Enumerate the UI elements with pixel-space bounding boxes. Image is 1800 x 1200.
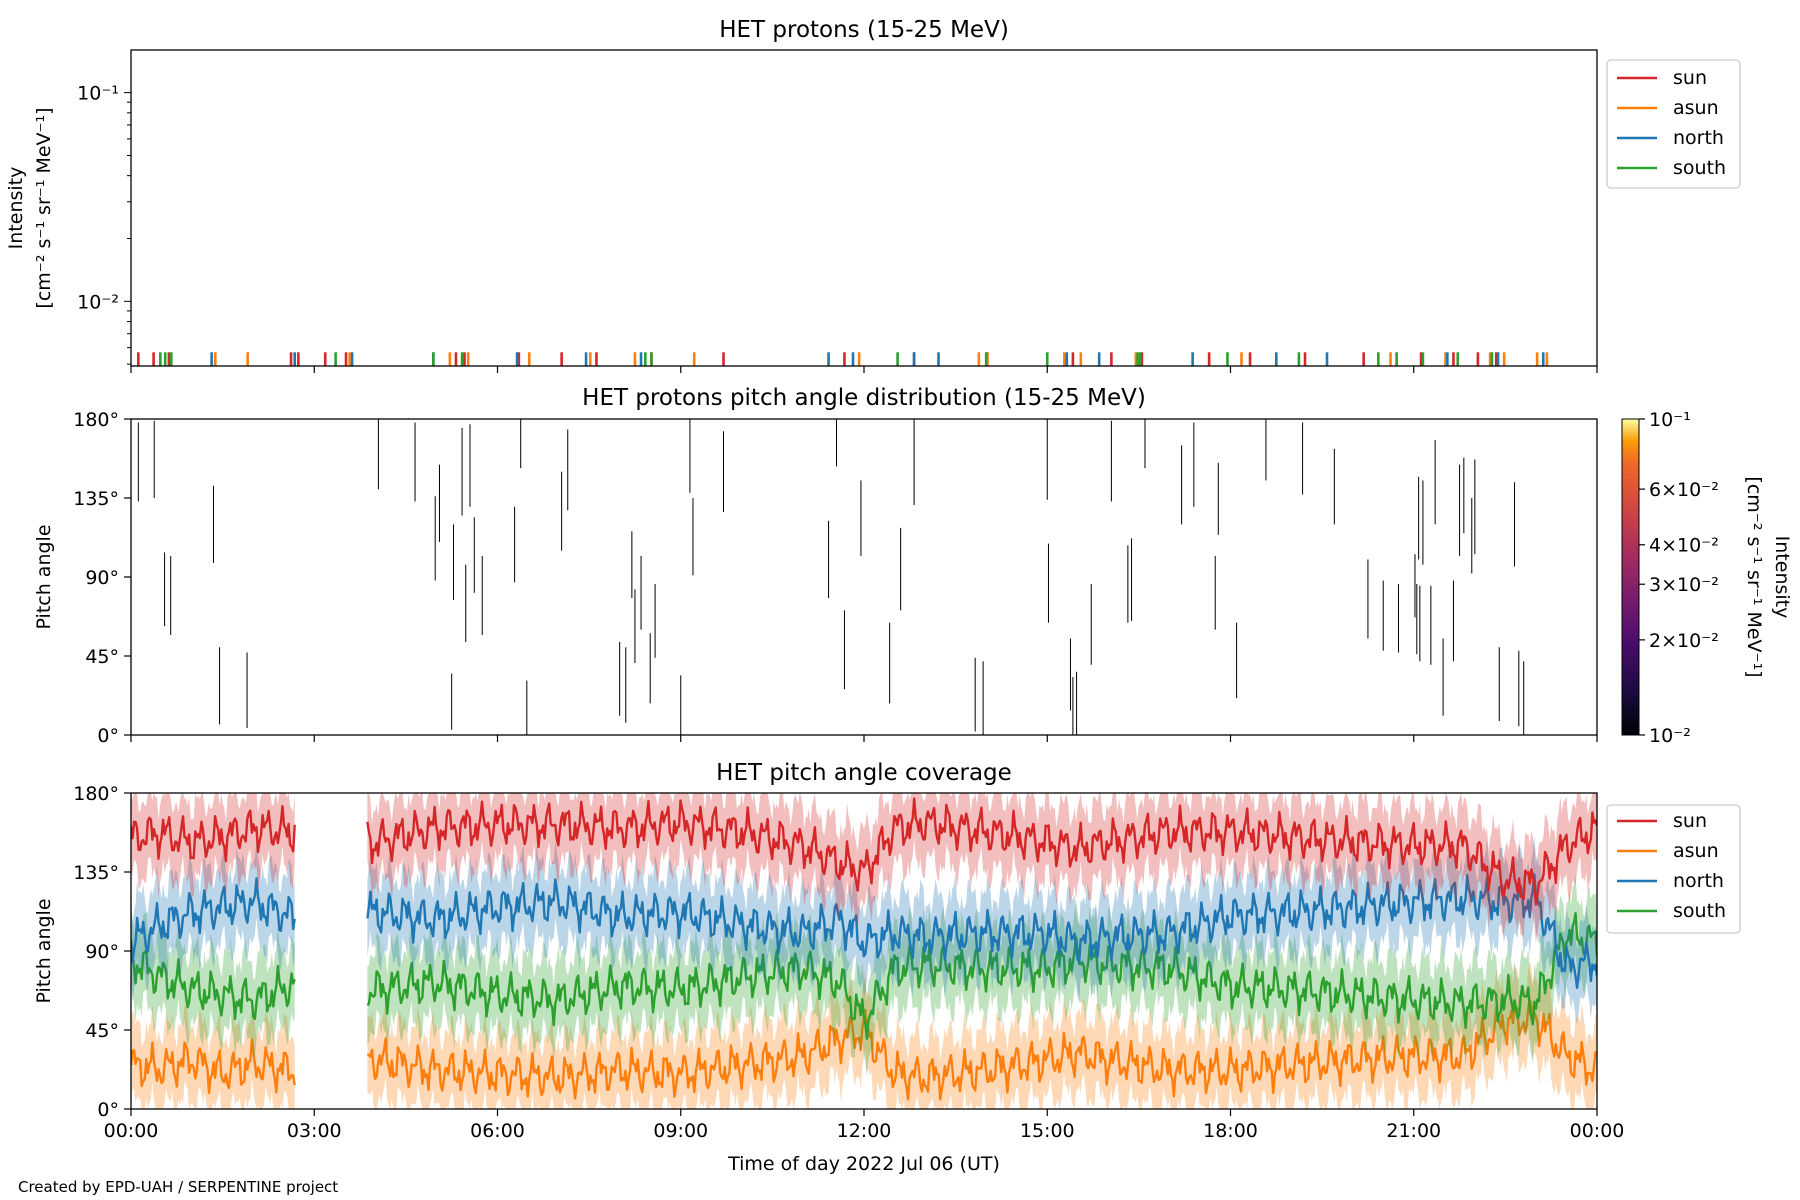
panel2-xaxis — [130, 735, 1598, 742]
y-tick-label: 0° — [97, 725, 119, 747]
x-axis-label: Time of day 2022 Jul 06 (UT) — [727, 1153, 1000, 1175]
y-tick-label: 90° — [85, 567, 119, 589]
coverage-line-sun — [366, 797, 1597, 906]
x-tick-label: 00:00 — [1570, 1120, 1625, 1142]
panel2-ylabel: Pitch angle — [33, 524, 55, 629]
legend-label-asun: asun — [1673, 840, 1719, 862]
coverage-band-asun — [131, 1001, 295, 1109]
y-tick-label: 45° — [85, 646, 119, 668]
panel1-yaxis: 10⁻¹ 10⁻² — [77, 83, 131, 365]
colorbar-gradient — [1621, 418, 1640, 736]
panel1-data — [137, 352, 1549, 366]
x-tick-label: 12:00 — [837, 1120, 892, 1142]
legend-label-north: north — [1673, 870, 1724, 892]
panel2-yaxis: 0° 45° 90° 135° 180° — [73, 409, 131, 747]
colorbar-tick-label: 2×10⁻² — [1649, 630, 1719, 652]
panel2-frame — [130, 418, 1598, 736]
legend-label-south: south — [1673, 900, 1726, 922]
panel3-frame — [130, 792, 1598, 1110]
y-tick-label: 10⁻¹ — [77, 83, 119, 105]
x-tick-label: 03:00 — [287, 1120, 342, 1142]
colorbar-tick-label: 4×10⁻² — [1649, 535, 1719, 557]
legend-label-north: north — [1673, 127, 1724, 149]
x-tick-label: 00:00 — [104, 1120, 159, 1142]
panel3-ylabel: Pitch angle — [33, 898, 55, 1003]
panel1-frame — [130, 49, 1598, 367]
panel3-yaxis: 0° 45° 90° 135° 180° — [73, 783, 131, 1121]
y-tick-label: 45° — [85, 1020, 119, 1042]
panel1-xaxis — [130, 366, 1598, 373]
panel-pitch-angle-coverage: HET pitch angle coverage 0° 45° 90° 135° 180… — [33, 760, 1741, 1142]
coverage-band-south — [367, 874, 1597, 1078]
colorbar-tick-label: 6×10⁻² — [1649, 479, 1719, 501]
y-tick-label: 135° — [73, 488, 119, 510]
y-tick-label: 10⁻² — [77, 291, 119, 313]
colorbar-label-line1: Intensity — [1771, 536, 1793, 619]
legend-label-sun: sun — [1673, 67, 1707, 89]
panel3-legend: sun asun north south — [1606, 804, 1741, 934]
y-tick-label: 180° — [73, 409, 119, 431]
x-tick-label: 21:00 — [1386, 1120, 1441, 1142]
coverage-line-north — [131, 877, 296, 963]
coverage-line-sun — [131, 805, 296, 863]
coverage-line-asun — [367, 998, 1597, 1101]
coverage-line-north — [366, 873, 1597, 989]
legend-box — [1606, 804, 1741, 934]
coverage-line-south — [131, 939, 296, 1021]
panel3-xaxis: 00:00 03:00 06:00 09:00 12:00 15:00 18:00 21:00… — [104, 1109, 1625, 1142]
colorbar-ticks: 10⁻¹ 6×10⁻² 4×10⁻² 3×10⁻² 2×10⁻² 10⁻² — [1639, 409, 1719, 747]
y-tick-label: 180° — [73, 783, 119, 805]
legend-box — [1606, 59, 1741, 189]
colorbar-tick-label: 10⁻² — [1649, 725, 1691, 747]
panel3-data — [131, 793, 1597, 1109]
panel3-title: HET pitch angle coverage — [716, 760, 1012, 786]
y-tick-label: 135° — [73, 862, 119, 884]
panel-intensity: HET protons (15-25 MeV) 10⁻¹ 10⁻² Intensi… — [5, 17, 1741, 373]
coverage-line-south — [366, 912, 1597, 1041]
panel1-title: HET protons (15-25 MeV) — [719, 17, 1009, 43]
x-tick-label: 06:00 — [470, 1120, 525, 1142]
x-tick-label: 09:00 — [653, 1120, 708, 1142]
y-tick-label: 0° — [97, 1099, 119, 1121]
panel2-title: HET protons pitch angle distribution (15… — [582, 385, 1146, 411]
colorbar-tick-label: 3×10⁻² — [1649, 574, 1719, 596]
x-tick-label: 15:00 — [1020, 1120, 1075, 1142]
panel1-ylabel-line1: Intensity — [5, 167, 27, 250]
panel2-data — [137, 419, 1525, 735]
y-tick-label: 90° — [85, 941, 119, 963]
colorbar-label-line2: [cm⁻² s⁻¹ sr⁻¹ MeV⁻¹] — [1743, 476, 1765, 677]
coverage-line-asun — [131, 1038, 296, 1095]
legend-label-asun: asun — [1673, 97, 1719, 119]
footer-credit: Created by EPD-UAH / SERPENTINE project — [18, 1178, 338, 1196]
colorbar: 10⁻¹ 6×10⁻² 4×10⁻² 3×10⁻² 2×10⁻² 10⁻² Intensi… — [1621, 409, 1793, 747]
legend-label-sun: sun — [1673, 810, 1707, 832]
colorbar-tick-label: 10⁻¹ — [1649, 409, 1691, 431]
panel1-legend: sun asun north south — [1606, 59, 1741, 189]
x-tick-label: 18:00 — [1203, 1120, 1258, 1142]
legend-label-south: south — [1673, 157, 1726, 179]
panel1-ylabel-line2: [cm⁻² s⁻¹ sr⁻¹ MeV⁻¹] — [33, 107, 55, 308]
panel-pitch-angle-distribution: HET protons pitch angle distribution (15… — [33, 385, 1793, 747]
